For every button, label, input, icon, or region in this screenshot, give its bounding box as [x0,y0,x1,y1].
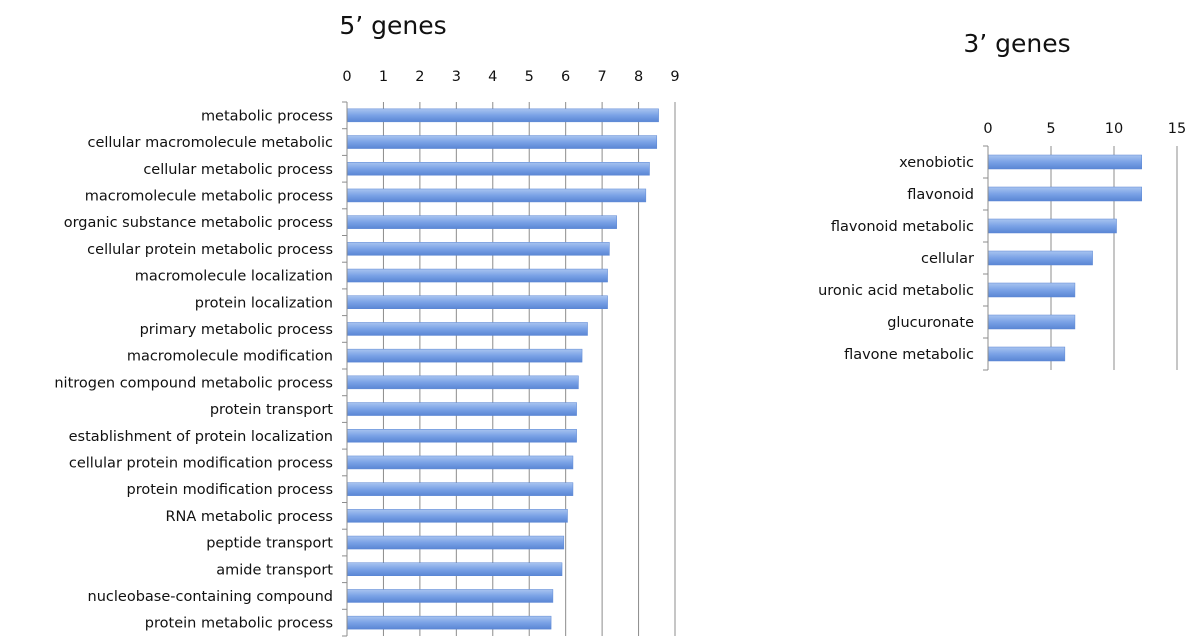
x-tick-label: 2 [415,69,424,85]
bar [987,154,1142,170]
category-label: primary metabolic process [140,322,333,338]
category-label: macromolecule localization [135,269,333,285]
category-label: macromolecule modification [127,349,333,365]
category-label: macromolecule metabolic process [85,188,333,204]
bar [346,375,579,390]
bar [987,186,1142,202]
bar [346,162,650,176]
bar [346,295,608,309]
category-label: cellular protein modification process [69,455,333,471]
x-axis-ticks: 0 5 10 15 [983,121,1186,137]
category-label: RNA metabolic process [165,509,333,525]
x-tick-label: 3 [452,69,461,85]
bar [346,402,577,416]
category-label: nitrogen compound metabolic process [54,375,333,391]
category-label: protein modification process [127,482,333,498]
category-label: organic substance metabolic process [64,215,333,231]
category-label: flavone metabolic [844,347,974,363]
x-tick-label: 9 [670,69,679,85]
gridlines [342,101,676,637]
chart-title: 5’ genes [339,11,446,40]
category-label: flavonoid [907,187,974,203]
category-label: flavonoid metabolic [831,219,974,235]
category-label: protein localization [195,295,333,311]
category-label: protein metabolic process [145,616,333,632]
bar [346,135,658,149]
bar [987,282,1076,298]
bar [987,314,1076,330]
bar [346,242,610,256]
x-tick-label: 5 [525,69,534,85]
bar [346,509,568,523]
bars [346,108,659,630]
x-tick-label: 1 [379,69,388,85]
chart-5prime-genes: 5’ genes 0 1 2 3 4 5 6 7 8 9 metabolic process cel… [54,11,680,637]
x-tick-label: 4 [488,69,497,85]
x-tick-label: 10 [1105,121,1123,137]
x-axis-ticks: 0 1 2 3 4 5 6 7 8 9 [342,69,679,85]
category-labels: xenobiotic flavonoid flavonoid metabolic ce… [818,155,974,363]
bar [346,535,565,550]
bar [346,322,588,336]
category-label: xenobiotic [899,155,974,171]
bar [346,482,574,496]
bar [346,615,552,630]
category-labels: metabolic process cellular macromolecule … [54,108,333,631]
category-label: glucuronate [887,315,974,331]
x-tick-label: 8 [634,69,643,85]
category-label: nucleobase-containing compound [88,589,333,605]
category-label: amide transport [216,562,333,578]
x-tick-label: 0 [342,69,351,85]
category-label: protein transport [210,402,333,418]
category-label: cellular metabolic process [143,162,333,178]
bar [346,268,608,283]
x-tick-label: 7 [597,69,606,85]
category-label: metabolic process [201,108,333,124]
bar [346,589,554,603]
bar [987,218,1117,234]
category-label: establishment of protein localization [69,429,333,445]
chart-3prime-genes: 3’ genes 0 5 10 15 xenobiotic flavonoid flavo… [818,29,1186,371]
bar [987,250,1093,266]
bar [987,346,1066,362]
bar [346,562,563,576]
bar [346,188,647,203]
x-tick-label: 6 [561,69,570,85]
x-tick-label: 0 [983,121,992,137]
category-label: peptide transport [206,536,333,552]
category-label: cellular macromolecule metabolic [87,135,333,151]
category-label: cellular protein metabolic process [87,242,333,258]
bar [346,108,659,123]
bar [346,215,617,229]
x-tick-label: 15 [1168,121,1186,137]
category-label: uronic acid metabolic [818,283,974,299]
category-label: cellular [921,251,974,267]
x-tick-label: 5 [1046,121,1055,137]
bar [346,348,583,363]
bars [987,154,1142,362]
chart-title: 3’ genes [963,29,1070,58]
bar [346,455,574,470]
bar [346,429,577,443]
